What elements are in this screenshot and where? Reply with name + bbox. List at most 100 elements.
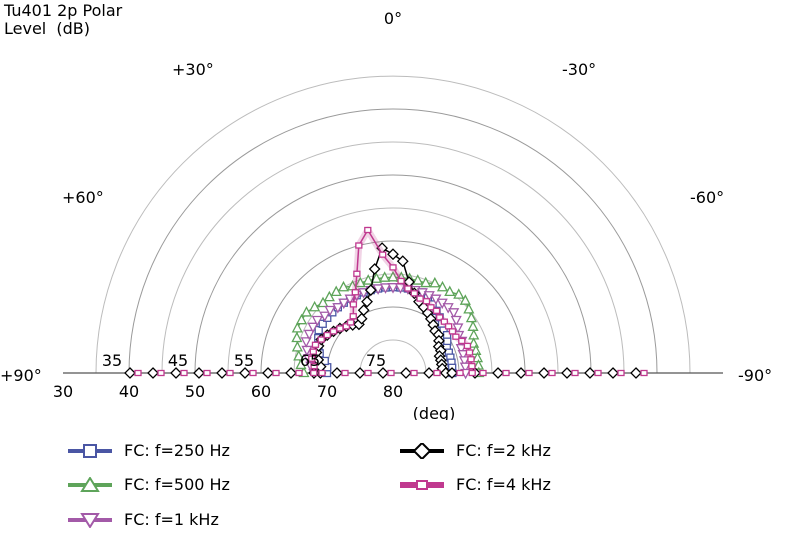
baseline-point — [318, 369, 326, 377]
legend-item-1khz: FC: f=1 kHz — [68, 510, 219, 529]
baseline-point — [180, 369, 188, 377]
baseline-point — [377, 367, 389, 379]
data-point — [450, 315, 462, 327]
baseline-point — [203, 369, 211, 377]
data-point — [362, 274, 374, 285]
data-point — [453, 288, 465, 299]
data-point — [459, 362, 471, 374]
baseline-point — [479, 369, 487, 377]
legend-swatch-250hz — [68, 443, 112, 458]
data-point — [444, 285, 456, 297]
series-layer — [124, 226, 648, 380]
data-point — [370, 272, 382, 283]
data-point — [329, 328, 338, 335]
data-point — [317, 336, 325, 343]
data-point — [429, 276, 441, 288]
data-point — [317, 296, 329, 308]
baseline-point — [364, 369, 372, 377]
radial-tick-label-inner: 75 — [366, 351, 386, 370]
data-point — [324, 305, 336, 317]
data-point — [463, 342, 472, 350]
data-point — [457, 350, 469, 361]
data-point — [291, 331, 303, 343]
angle-label: -60° — [690, 188, 724, 207]
baseline-point — [561, 367, 573, 379]
baseline-point — [239, 367, 251, 379]
polar-grid — [63, 75, 723, 374]
data-point — [357, 304, 370, 317]
baseline-point — [400, 367, 412, 379]
data-point — [412, 274, 424, 285]
data-point — [455, 344, 467, 355]
angle-label: -90° — [738, 366, 772, 385]
data-point — [303, 329, 315, 341]
baseline-point — [341, 369, 349, 377]
radial-tick-label-inner: 65 — [300, 351, 320, 370]
baseline-point — [147, 367, 159, 379]
legend-item-2khz: FC: f=2 kHz — [400, 441, 551, 460]
legend-item-500hz: FC: f=500 Hz — [68, 475, 230, 494]
data-point — [344, 294, 356, 306]
data-point — [378, 251, 387, 258]
data-point — [389, 264, 397, 271]
baseline-point — [571, 369, 579, 377]
data-point — [397, 277, 405, 285]
legend-swatch-500hz — [68, 476, 112, 492]
legend-item-4khz: FC: f=4 kHz — [400, 475, 551, 494]
data-point — [323, 290, 335, 302]
legend-label-1khz: FC: f=1 kHz — [124, 510, 219, 529]
polar-chart: +90° +60° +30° 0° -30° -60° -90° 80 70 60 50 40 30 75… — [0, 9, 772, 420]
data-point — [311, 315, 323, 327]
data-point — [452, 333, 460, 340]
baseline-point — [193, 367, 205, 379]
data-point — [318, 319, 327, 328]
baseline-point — [456, 369, 464, 377]
baseline-point — [640, 369, 648, 377]
data-point — [342, 323, 350, 330]
data-point — [379, 283, 392, 294]
data-point — [436, 314, 444, 321]
angle-label: +30° — [172, 60, 214, 79]
legend-label-2khz: FC: f=2 kHz — [456, 441, 551, 460]
data-point — [319, 311, 331, 323]
data-point — [309, 348, 317, 355]
data-point — [309, 300, 321, 312]
baseline-point — [617, 369, 625, 377]
data-point — [463, 302, 475, 314]
data-point — [349, 313, 357, 320]
angle-label: -30° — [562, 60, 596, 79]
data-point — [361, 295, 373, 308]
data-point — [300, 337, 312, 348]
radial-tick-label-inner: 55 — [234, 351, 254, 370]
radial-tick-label: 60 — [251, 382, 271, 401]
axis-labels: +90° +60° +30° 0° -30° -60° -90° 80 70 60 50 40 30 75… — [0, 9, 772, 420]
legend-label-250hz: FC: f=250 Hz — [124, 441, 230, 460]
data-point — [468, 362, 476, 370]
baseline-point — [584, 367, 596, 379]
data-point — [448, 308, 460, 319]
data-point — [351, 289, 359, 296]
baseline-point — [607, 367, 619, 379]
data-point — [444, 323, 453, 330]
baseline-point — [226, 369, 234, 377]
baseline-point — [446, 367, 458, 379]
radial-tick-label: 70 — [317, 382, 337, 401]
chart-title-line-1: Tu401 2p Polar — [4, 1, 123, 20]
data-point — [291, 340, 303, 352]
baseline-point — [262, 367, 274, 379]
data-point — [458, 356, 471, 367]
data-point — [336, 325, 344, 332]
data-point — [379, 271, 391, 282]
data-point — [458, 337, 466, 345]
legend-swatch-2khz — [400, 442, 444, 459]
baseline-point — [387, 369, 395, 377]
baseline-point — [410, 369, 418, 377]
baseline-point — [157, 369, 165, 377]
baseline-point — [124, 367, 136, 379]
legend-item-250hz: FC: f=250 Hz — [68, 441, 230, 460]
radial-tick-label: 40 — [119, 382, 139, 401]
data-point — [372, 284, 384, 295]
data-point — [355, 242, 363, 249]
data-point — [432, 307, 441, 314]
legend-swatch-1khz — [68, 512, 112, 528]
